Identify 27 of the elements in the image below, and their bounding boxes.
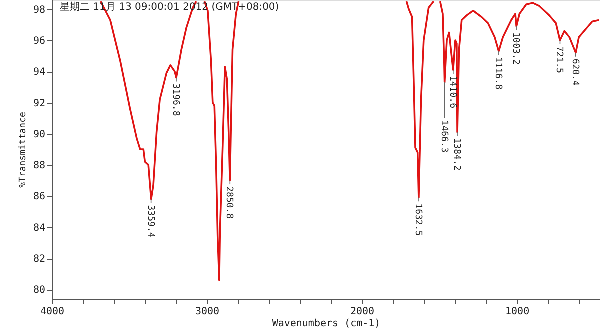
annotation: 1410.6 <box>447 76 458 108</box>
y-tick-label: 88 <box>33 160 46 172</box>
y-tick-label: 96 <box>33 36 46 47</box>
x-tick-label: 3000 <box>195 306 220 318</box>
annotation: 1384.2 <box>452 138 462 171</box>
x-tick-label: 4000 <box>40 306 65 318</box>
y-axis-title: %Transmittance <box>18 112 28 188</box>
annotation: 1632.5 <box>413 204 424 236</box>
annotation: 1003.2 <box>510 32 521 65</box>
y-tick-label: 80 <box>33 285 46 296</box>
annotation: 3359.4 <box>145 205 156 238</box>
x-tick-label: 2000 <box>350 306 375 318</box>
y-tick-label: 90 <box>33 129 46 140</box>
y-tick-label: 82 <box>33 254 46 266</box>
y-tick-label: 98 <box>33 4 46 16</box>
annotation: 1466.3 <box>438 120 449 153</box>
annotation: 1116.8 <box>492 57 503 90</box>
y-tick-label: 94 <box>33 67 46 78</box>
annotation: 3196.8 <box>170 84 181 116</box>
y-tick-label: 92 <box>33 98 46 110</box>
annotation: 721.5 <box>554 46 564 74</box>
annotation: 2850.8 <box>224 186 234 220</box>
y-tick-label: 86 <box>33 192 46 203</box>
annotation: 620.4 <box>570 58 580 86</box>
y-tick-label: 84 <box>33 222 46 234</box>
x-tick-label: 1000 <box>506 306 530 318</box>
x-axis-title: Wavenumbers (cm-1) <box>272 318 381 329</box>
